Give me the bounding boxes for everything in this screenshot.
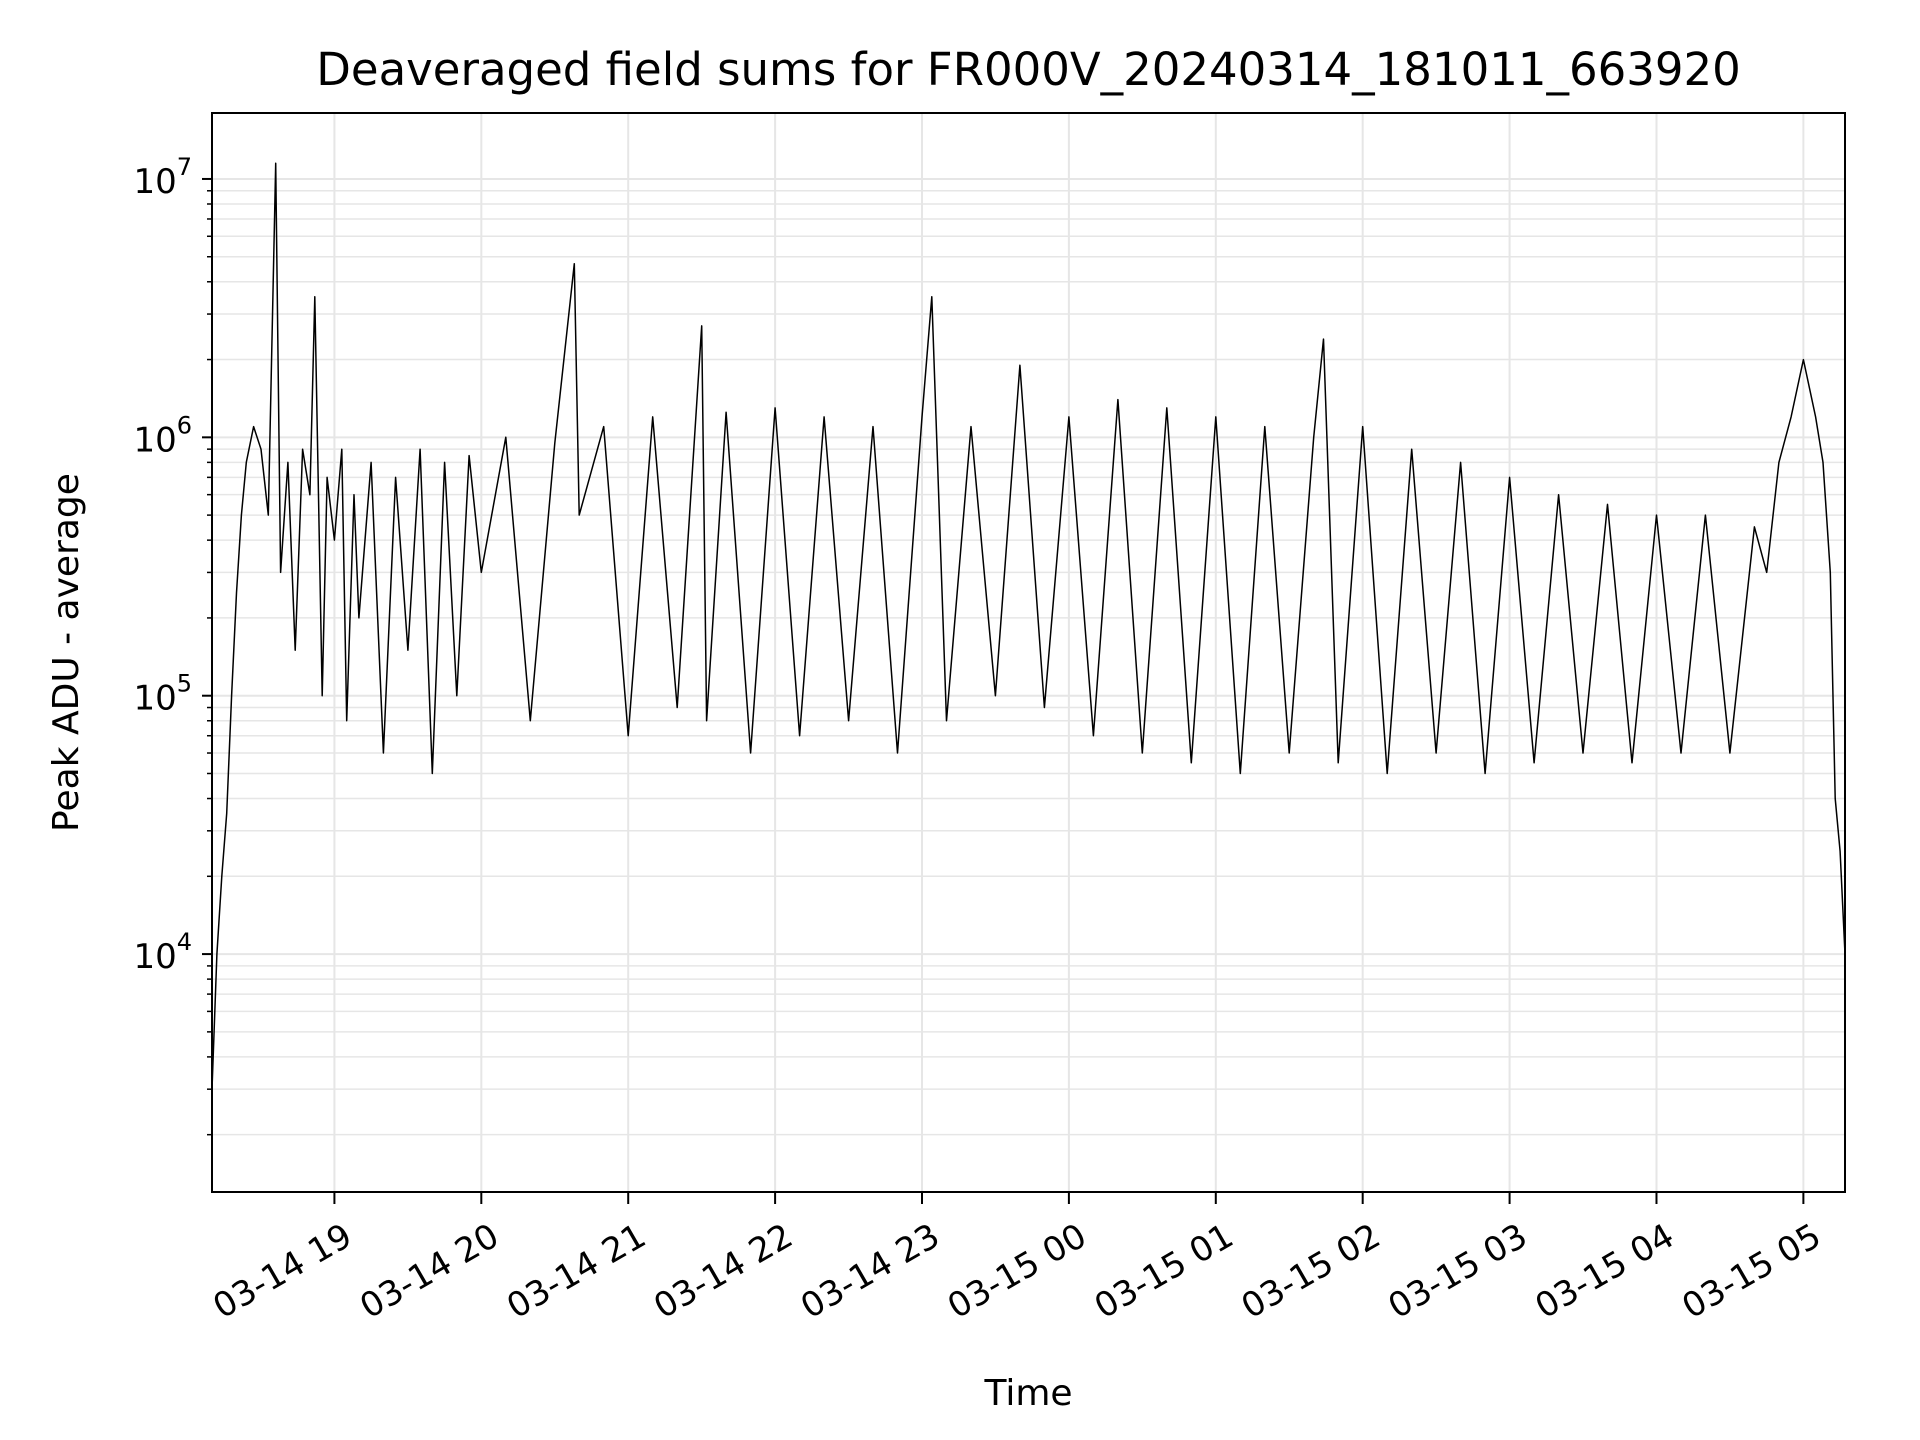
plot-frame bbox=[211, 112, 1846, 1193]
x-tick-label: 03-15 03 bbox=[1382, 1216, 1534, 1327]
y-tick-exponent: 6 bbox=[177, 411, 192, 439]
data-series bbox=[211, 162, 1846, 1090]
data-line bbox=[211, 162, 1846, 1090]
x-tick-label: 03-15 04 bbox=[1529, 1216, 1681, 1327]
y-tick-exponent: 4 bbox=[177, 928, 192, 956]
y-tick-label: 104 bbox=[133, 928, 192, 977]
x-tick-label: 03-15 02 bbox=[1235, 1216, 1387, 1327]
x-tick-label: 03-15 00 bbox=[941, 1216, 1093, 1327]
x-tick-label: 03-15 01 bbox=[1088, 1216, 1240, 1327]
y-axis-label: Peak ADU - average bbox=[46, 473, 87, 832]
x-tick-label: 03-15 05 bbox=[1675, 1216, 1827, 1327]
x-tick-label: 03-14 19 bbox=[207, 1216, 359, 1327]
y-tick-exponent: 5 bbox=[177, 670, 192, 698]
chart-title: Deaveraged field sums for FR000V_2024031… bbox=[316, 43, 1741, 96]
y-tick-label: 107 bbox=[133, 153, 192, 202]
x-tick-label: 03-14 20 bbox=[353, 1216, 505, 1327]
y-tick-base: 10 bbox=[133, 162, 176, 202]
y-tick-base: 10 bbox=[133, 937, 176, 977]
y-tick-label: 106 bbox=[133, 411, 192, 460]
x-axis-label: Time bbox=[983, 1373, 1072, 1414]
x-tick-label: 03-14 23 bbox=[794, 1216, 946, 1327]
x-tick-label: 03-14 22 bbox=[647, 1216, 799, 1327]
y-tick-base: 10 bbox=[133, 679, 176, 719]
y-tick-label: 105 bbox=[133, 670, 192, 719]
grid bbox=[212, 113, 1845, 1192]
y-tick-base: 10 bbox=[133, 420, 176, 460]
y-tick-exponent: 7 bbox=[177, 153, 192, 181]
x-tick-label: 03-14 21 bbox=[500, 1216, 652, 1327]
